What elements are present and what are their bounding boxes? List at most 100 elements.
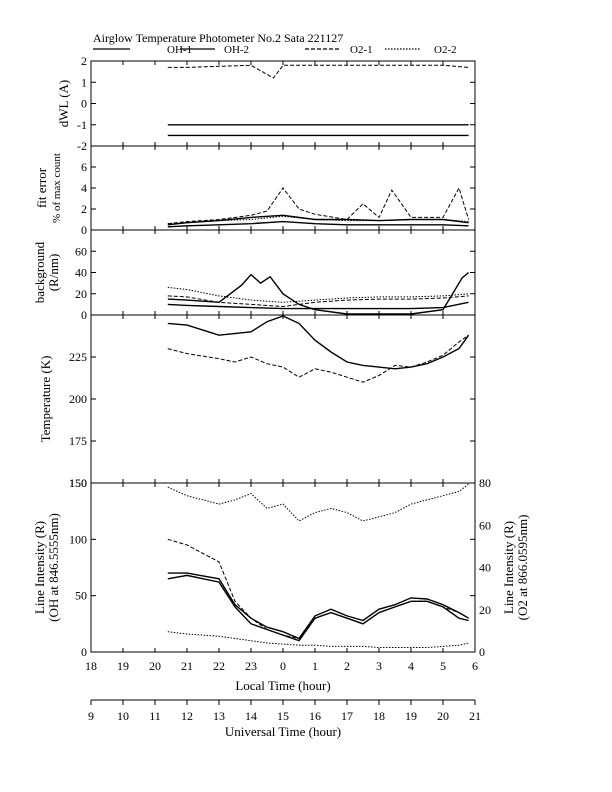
- series-oh-1: [167, 271, 470, 315]
- y-axis-label-line1: Line Intensity (R): [32, 521, 47, 614]
- x-local-tick-label: 6: [472, 659, 478, 673]
- y-tick-label: 200: [69, 392, 87, 406]
- series-o2-1: [167, 334, 469, 383]
- x-ut-axis-label: Universal Time (hour): [225, 724, 341, 739]
- x-ut-tick-label: 11: [149, 709, 161, 723]
- x-ut-tick-label: 16: [309, 709, 321, 723]
- series-oh-2: [167, 301, 469, 310]
- y-tick-label: 2: [81, 54, 87, 68]
- y-tick-label: -1: [77, 118, 87, 132]
- y2-tick-label: 40: [479, 561, 491, 575]
- x-ut-tick-label: 20: [437, 709, 449, 723]
- x-ut-tick-label: 18: [373, 709, 385, 723]
- y2-axis-label-line1: Line Intensity (R): [501, 521, 516, 614]
- y2-tick-label: 20: [479, 603, 491, 617]
- x-ut-tick-label: 10: [117, 709, 129, 723]
- y-tick-label: 150: [69, 476, 87, 490]
- series-o2-2-top-: [167, 483, 469, 522]
- series-oh-1: [167, 574, 469, 642]
- series-o2-1: [167, 538, 469, 640]
- y-tick-label: 1: [81, 75, 87, 89]
- y2-tick-label: 0: [479, 645, 485, 659]
- y-tick-label: 0: [81, 223, 87, 237]
- y2-axis-label-line2: (O2 at 866.0595nm): [515, 515, 530, 621]
- panel-1: 2 1 0 -1 -2 dWL (A): [56, 54, 476, 153]
- x-local-tick-label: 0: [280, 659, 286, 673]
- x-local-tick-label: 22: [213, 659, 225, 673]
- y-tick-label: 225: [69, 350, 87, 364]
- x-local-tick-label: 1: [312, 659, 318, 673]
- x-local-axis-label: Local Time (hour): [235, 678, 330, 693]
- legend: OH-1 OH-2 O2-1 O2-2: [93, 44, 457, 56]
- x-ut-tick-label: 15: [277, 709, 289, 723]
- y-axis-label-line2: (OH at 846.5555nm): [46, 513, 61, 622]
- x-local-tick-label: 18: [85, 659, 97, 673]
- y-tick-label: 6: [81, 160, 87, 174]
- x-ut-tick-label: 13: [213, 709, 225, 723]
- y-axis-label-line2: (R/nm): [46, 254, 61, 292]
- x-ut-tick-label: 9: [88, 709, 94, 723]
- x-local-tick-label: 23: [245, 659, 257, 673]
- series-o2-2: [167, 631, 469, 648]
- y-tick-label: 60: [75, 244, 87, 258]
- legend-label-o2-2: O2-2: [434, 44, 457, 56]
- panel-3: 60 40 20 0 background(R/nm): [32, 229, 476, 322]
- y-tick-label: 4: [81, 181, 87, 195]
- y-tick-label: 100: [69, 532, 87, 546]
- x-ut-tick-label: 21: [469, 709, 481, 723]
- y-tick-label: 40: [75, 266, 87, 280]
- y-axis-label-line2: % of max count: [51, 153, 63, 223]
- panel-2: 6 4 2 0 fit error% of max count: [34, 145, 476, 237]
- series-o2-1: [167, 186, 470, 225]
- series-oh-2: [167, 220, 469, 228]
- legend-label-o2-1: O2-1: [350, 44, 373, 56]
- y2-axis-label: Line Intensity (R)(O2 at 866.0595nm): [501, 515, 530, 621]
- x-local-tick-label: 3: [376, 659, 382, 673]
- series-o2-1: [167, 295, 469, 308]
- y-axis-label: dWL (A): [56, 80, 71, 128]
- x-local-tick-label: 21: [181, 659, 193, 673]
- x-ut-tick-label: 17: [341, 709, 353, 723]
- series-oh-2: [167, 572, 469, 640]
- y2-tick-label: 60: [479, 518, 491, 532]
- series-o2-2: [167, 215, 469, 225]
- x-local-tick-label: 19: [117, 659, 129, 673]
- panel-frame: [90, 229, 476, 316]
- y-tick-label: 50: [75, 589, 87, 603]
- panel-frame: [90, 482, 476, 653]
- y-tick-label: 0: [81, 97, 87, 111]
- x-ut-tick-label: 12: [181, 709, 193, 723]
- chart-title: Airglow Temperature Photometer No.2 Sata…: [93, 31, 343, 45]
- x-local-tick-label: 4: [408, 659, 414, 673]
- y-axis-label: Temperature (K): [38, 356, 53, 443]
- y-tick-label: -2: [77, 139, 87, 153]
- x-local-tick-label: 5: [440, 659, 446, 673]
- y-tick-label: 0: [81, 645, 87, 659]
- x-local-tick-label: 20: [149, 659, 161, 673]
- legend-label-oh-2: OH-2: [224, 44, 249, 56]
- y-tick-label: 2: [81, 202, 87, 216]
- series-o2-2: [167, 286, 469, 303]
- y-axis-label: Line Intensity (R)(OH at 846.5555nm): [32, 513, 61, 622]
- panel-frame: [90, 60, 476, 147]
- panel-frame: [90, 314, 476, 484]
- y-tick-label: 0: [81, 308, 87, 322]
- y-tick-label: 150: [69, 476, 87, 490]
- panel-4: 225 200 175 150 Temperature (K): [38, 314, 476, 490]
- y-axis-label: fit error% of max count: [34, 153, 63, 223]
- x-ut-tick-label: 19: [405, 709, 417, 723]
- y-axis-label-line1: background: [32, 241, 47, 303]
- series-o2-1: [167, 64, 469, 79]
- y-axis-label: background(R/nm): [32, 241, 61, 303]
- y-tick-label: 20: [75, 287, 87, 301]
- y-tick-label: 175: [69, 434, 87, 448]
- x-local-tick-label: 2: [344, 659, 350, 673]
- y-axis-label-line1: fit error: [34, 167, 49, 208]
- series-oh-1: [167, 315, 470, 370]
- y2-tick-label: 80: [479, 476, 491, 490]
- x-ut-tick-label: 14: [245, 709, 257, 723]
